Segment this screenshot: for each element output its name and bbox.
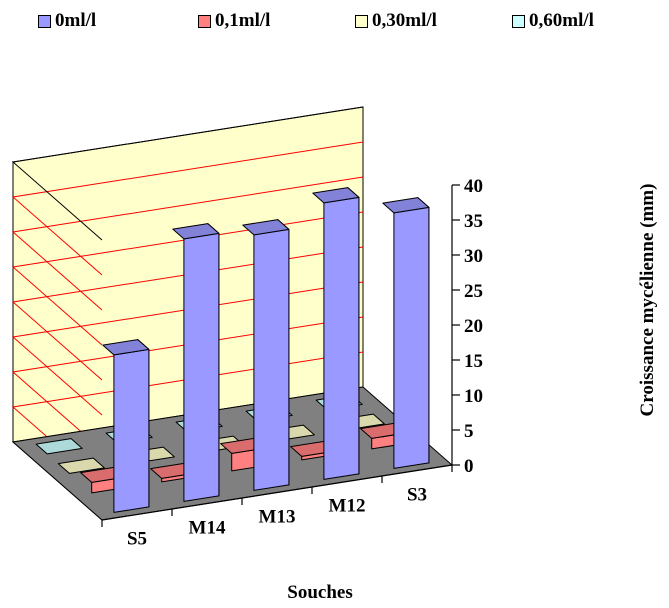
y-tick-label: 25 bbox=[464, 281, 483, 302]
legend-swatch bbox=[38, 14, 51, 28]
y-tick-label: 5 bbox=[464, 421, 474, 442]
legend-label: 0,1ml/l bbox=[215, 10, 271, 31]
bar-top bbox=[382, 197, 430, 214]
bar-top bbox=[312, 187, 360, 204]
wall-top-edge bbox=[11, 106, 364, 241]
bar-front bbox=[183, 232, 220, 502]
x-tick-label: S5 bbox=[127, 529, 147, 550]
x-tick-label: M14 bbox=[189, 518, 226, 539]
gridline bbox=[11, 211, 364, 346]
legend-item: 0,30ml/l bbox=[355, 10, 437, 32]
legend-label: 0,60ml/l bbox=[529, 10, 594, 31]
legend-swatch bbox=[512, 14, 525, 28]
x-tick-label: M12 bbox=[329, 496, 366, 517]
x-tick-label: S3 bbox=[407, 485, 427, 506]
gridline bbox=[11, 281, 364, 416]
bar bbox=[57, 457, 105, 474]
bar bbox=[312, 187, 360, 480]
gridline bbox=[11, 316, 364, 451]
legend-item: 0,1ml/l bbox=[198, 10, 270, 32]
x-axis-title: Souches bbox=[287, 582, 352, 603]
bar-front bbox=[113, 348, 150, 513]
bar-front bbox=[393, 206, 430, 469]
y-axis-title: Croissance mycélienne (mm) bbox=[637, 184, 658, 417]
bar bbox=[382, 197, 430, 469]
y-tick-label: 35 bbox=[464, 211, 483, 232]
y-tick-label: 40 bbox=[464, 176, 483, 197]
y-tick-label: 15 bbox=[464, 351, 483, 372]
bar bbox=[102, 339, 150, 513]
bar bbox=[172, 223, 220, 502]
bar-top bbox=[102, 339, 150, 356]
bar-top bbox=[242, 219, 290, 236]
legend-swatch bbox=[198, 14, 211, 28]
chart-legend: 0ml/l 0,1ml/l 0,30ml/l 0,60ml/l bbox=[0, 4, 669, 34]
bar-top bbox=[172, 223, 220, 240]
y-tick-label: 0 bbox=[464, 456, 474, 477]
legend-label: 0ml/l bbox=[55, 10, 97, 31]
bar bbox=[35, 438, 83, 455]
bar bbox=[242, 219, 290, 491]
bar-front bbox=[323, 196, 360, 480]
legend-label: 0,30ml/l bbox=[372, 10, 437, 31]
gridline bbox=[11, 176, 364, 311]
x-axis-line bbox=[101, 464, 453, 521]
legend-item: 0,60ml/l bbox=[512, 10, 594, 32]
x-tick-label: M13 bbox=[259, 507, 296, 528]
gridline bbox=[11, 141, 364, 276]
legend-item: 0ml/l bbox=[38, 10, 96, 32]
y-tick-label: 20 bbox=[464, 316, 483, 337]
y-tick-label: 10 bbox=[464, 386, 483, 407]
gridline bbox=[11, 246, 364, 381]
bar-top bbox=[35, 438, 83, 455]
y-tick-label: 30 bbox=[464, 246, 483, 267]
legend-swatch bbox=[355, 14, 368, 28]
bar-front bbox=[253, 228, 290, 491]
bar-top bbox=[57, 457, 105, 474]
